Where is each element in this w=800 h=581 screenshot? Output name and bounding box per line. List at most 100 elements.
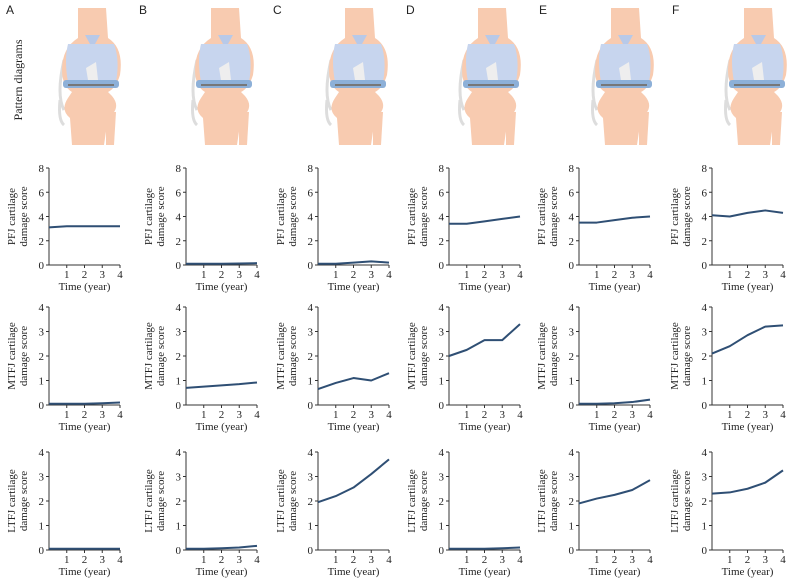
x-tick-label: 2 (351, 554, 357, 566)
panel-letter: E (539, 3, 547, 17)
x-tick-label: 2 (82, 269, 88, 281)
y-axis-label: damage score (287, 326, 299, 386)
y-tick-label: 2 (439, 496, 445, 508)
x-tick-label: 4 (517, 554, 523, 566)
y-tick-label: 3 (176, 472, 182, 484)
y-tick-label: 4 (702, 302, 708, 314)
knee-diagram (191, 8, 254, 145)
series-line (317, 458, 390, 504)
y-axis-label: MTFJ cartilage (536, 322, 548, 390)
y-axis-label: LTFJ cartilage (275, 469, 287, 533)
joint-capsule (599, 44, 651, 82)
y-tick-label: 2 (702, 351, 708, 363)
y-tick-label: 2 (702, 496, 708, 508)
y-tick-label: 2 (39, 496, 45, 508)
x-tick-label: 1 (333, 409, 339, 421)
y-tick-label: 0 (308, 400, 314, 412)
x-axis-label: Time (year) (196, 421, 248, 433)
x-tick-label: 1 (594, 554, 600, 566)
x-tick-label: 4 (780, 269, 786, 281)
panel-letter: F (672, 3, 679, 17)
x-tick-label: 2 (351, 409, 357, 421)
patella-cartilage (218, 35, 233, 44)
y-axis-label: damage score (155, 471, 167, 531)
y-axis-label: damage score (418, 186, 430, 246)
joint-line (335, 84, 381, 86)
x-tick-label: 4 (517, 409, 523, 421)
x-tick-label: 3 (369, 269, 375, 281)
y-tick-label: 0 (308, 260, 314, 272)
x-tick-label: 3 (763, 554, 769, 566)
y-tick-label: 0 (569, 260, 575, 272)
y-tick-label: 0 (702, 545, 708, 557)
y-tick-label: 4 (39, 447, 45, 459)
y-tick-label: 8 (569, 163, 575, 175)
y-tick-label: 1 (39, 521, 45, 533)
y-tick-label: 2 (308, 236, 314, 248)
series-line (579, 398, 651, 405)
y-axis-label: damage score (681, 186, 693, 246)
joint-capsule (333, 44, 385, 82)
x-tick-label: 2 (612, 409, 618, 421)
y-tick-label: 2 (39, 236, 45, 248)
y-axis-label: damage score (681, 471, 693, 531)
x-tick-label: 1 (594, 409, 600, 421)
panel-letter: B (139, 3, 147, 17)
y-tick-label: 2 (39, 351, 45, 363)
fibula (239, 112, 249, 145)
x-tick-label: 4 (117, 269, 123, 281)
y-axis-label: PFJ cartilage (6, 188, 18, 245)
y-tick-label: 4 (176, 212, 182, 224)
x-axis-label: Time (year) (589, 281, 641, 293)
fibula (506, 112, 516, 145)
x-axis-label: Time (year) (459, 421, 511, 433)
series-line (449, 546, 521, 550)
y-tick-label: 6 (308, 187, 314, 199)
y-tick-label: 3 (569, 472, 575, 484)
y-tick-label: 0 (439, 400, 445, 412)
y-tick-label: 4 (39, 212, 45, 224)
y-axis-label: MTFJ cartilage (275, 322, 287, 390)
y-tick-label: 4 (569, 212, 575, 224)
y-tick-label: 1 (702, 376, 708, 388)
fibula (772, 112, 782, 145)
x-tick-label: 3 (237, 269, 243, 281)
joint-line (201, 84, 247, 86)
y-axis-label: MTFJ cartilage (143, 322, 155, 390)
x-tick-label: 3 (630, 554, 636, 566)
x-tick-label: 1 (201, 409, 207, 421)
x-tick-label: 4 (647, 554, 653, 566)
y-tick-label: 4 (39, 302, 45, 314)
y-tick-label: 0 (439, 260, 445, 272)
fibula (106, 112, 116, 145)
x-tick-label: 4 (386, 269, 392, 281)
joint-line (734, 84, 780, 86)
y-tick-label: 1 (308, 376, 314, 388)
y-tick-label: 2 (308, 351, 314, 363)
x-tick-label: 1 (727, 409, 733, 421)
joint-line (68, 84, 114, 86)
panel-letter: C (273, 3, 282, 17)
x-tick-label: 2 (745, 269, 751, 281)
y-tick-label: 1 (569, 521, 575, 533)
y-tick-label: 0 (439, 545, 445, 557)
x-tick-label: 2 (482, 554, 488, 566)
y-tick-label: 4 (308, 302, 314, 314)
y-tick-label: 0 (39, 260, 45, 272)
x-tick-label: 3 (369, 409, 375, 421)
y-tick-label: 4 (176, 302, 182, 314)
y-tick-label: 3 (308, 472, 314, 484)
x-tick-label: 3 (500, 269, 506, 281)
y-axis-label: LTFJ cartilage (6, 469, 18, 533)
y-tick-label: 6 (39, 187, 45, 199)
x-tick-label: 3 (630, 269, 636, 281)
y-tick-label: 6 (439, 187, 445, 199)
y-tick-label: 4 (308, 212, 314, 224)
